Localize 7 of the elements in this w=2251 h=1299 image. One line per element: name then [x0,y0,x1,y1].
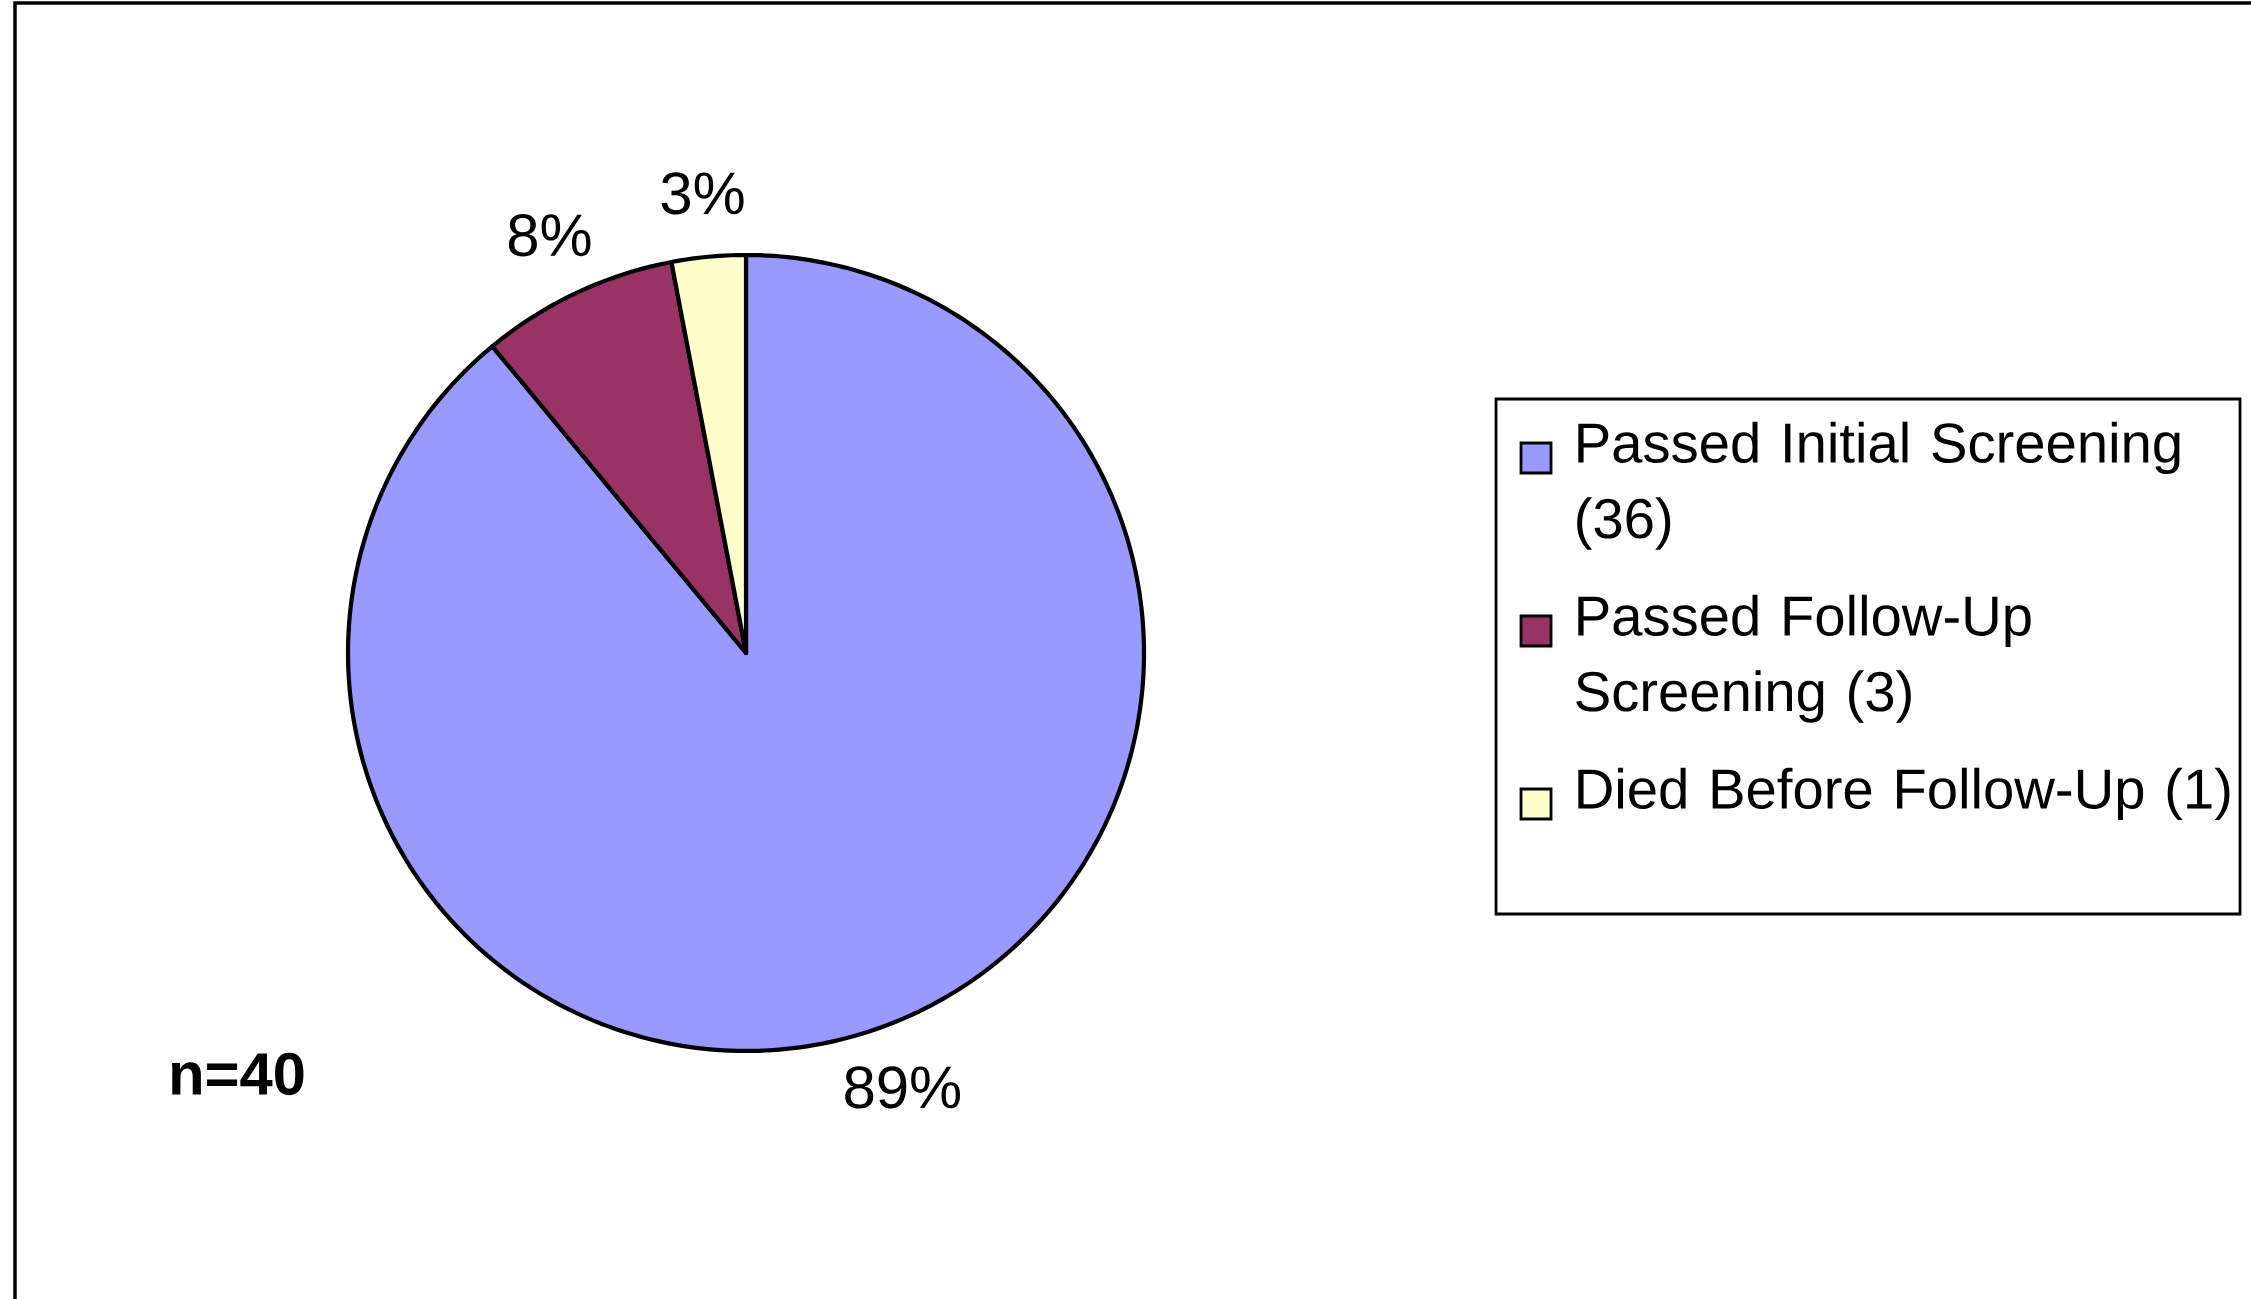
data-label: 8% [508,214,591,257]
legend-label: Died Before Follow-Up (1) [1578,767,2230,821]
text: n=40 [172,1052,304,1096]
legend-label: Passed Initial Screening (36) [1577,421,2180,550]
data-label: 3% [661,172,744,215]
legend-label: Passed Follow-Up Screening (3) [1576,594,2031,723]
data-label: 89% [845,1066,961,1109]
